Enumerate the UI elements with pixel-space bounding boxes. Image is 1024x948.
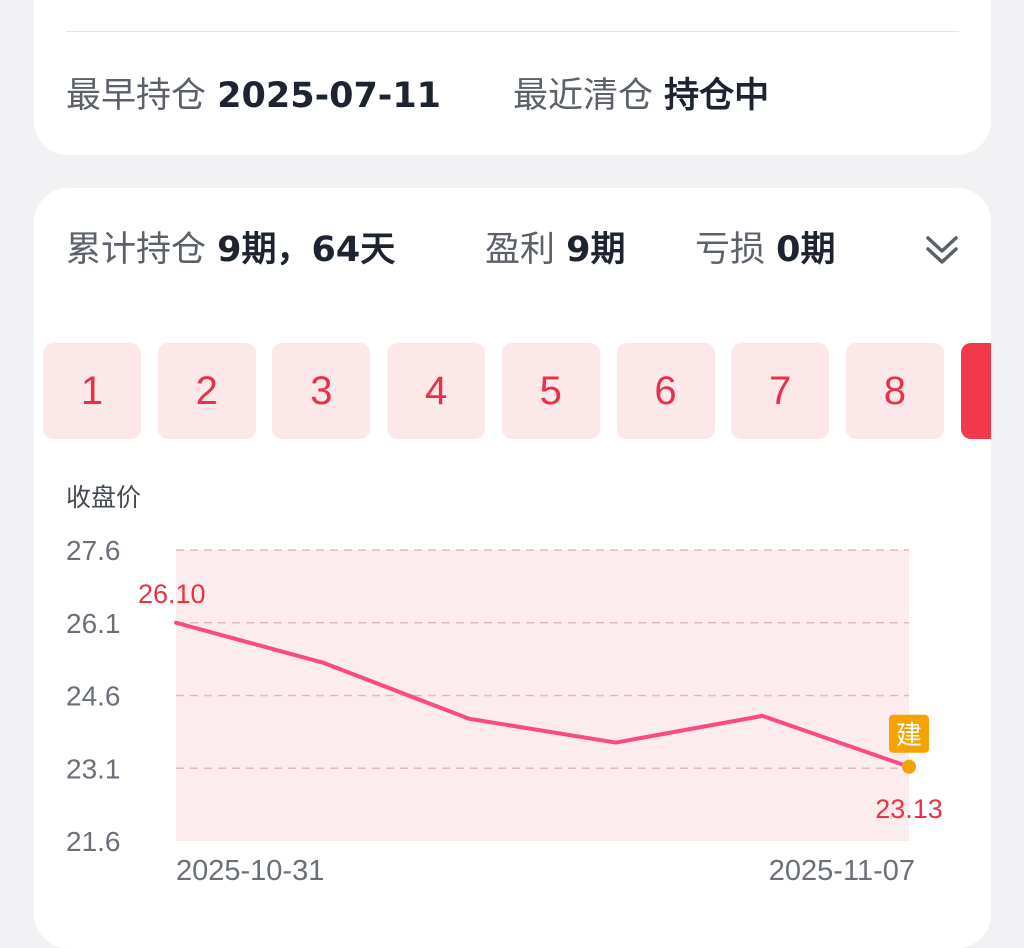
- y-tick-label: 24.6: [66, 681, 121, 712]
- build-badge-label: 建: [896, 721, 922, 751]
- first-value-label: 26.10: [138, 579, 206, 609]
- close-price-chart: 27.6 26.1 24.6 23.1 21.6 2025-10-31 2025-11-07…: [34, 188, 991, 900]
- latest-clear-value: 持仓中: [664, 76, 769, 116]
- earliest-holding-value: 2025-07-11: [217, 76, 441, 116]
- build-point-marker: [902, 760, 916, 774]
- x-tick-label: 2025-10-31: [176, 855, 324, 887]
- latest-clear: 最近清仓 持仓中: [513, 76, 769, 116]
- y-tick-label: 21.6: [66, 826, 121, 857]
- earliest-holding: 最早持仓 2025-07-11: [66, 76, 441, 116]
- latest-clear-label: 最近清仓: [513, 76, 653, 116]
- divider: [66, 31, 959, 32]
- y-tick-label: 23.1: [66, 753, 121, 784]
- x-tick-label: 2025-11-07: [769, 855, 915, 887]
- y-tick-label: 26.1: [66, 608, 121, 639]
- earliest-holding-label: 最早持仓: [66, 76, 206, 116]
- y-tick-label: 27.6: [66, 535, 121, 566]
- last-value-label: 23.13: [875, 794, 943, 824]
- summary-card: 最早持仓 2025-07-11 最近清仓 持仓中: [34, 0, 991, 155]
